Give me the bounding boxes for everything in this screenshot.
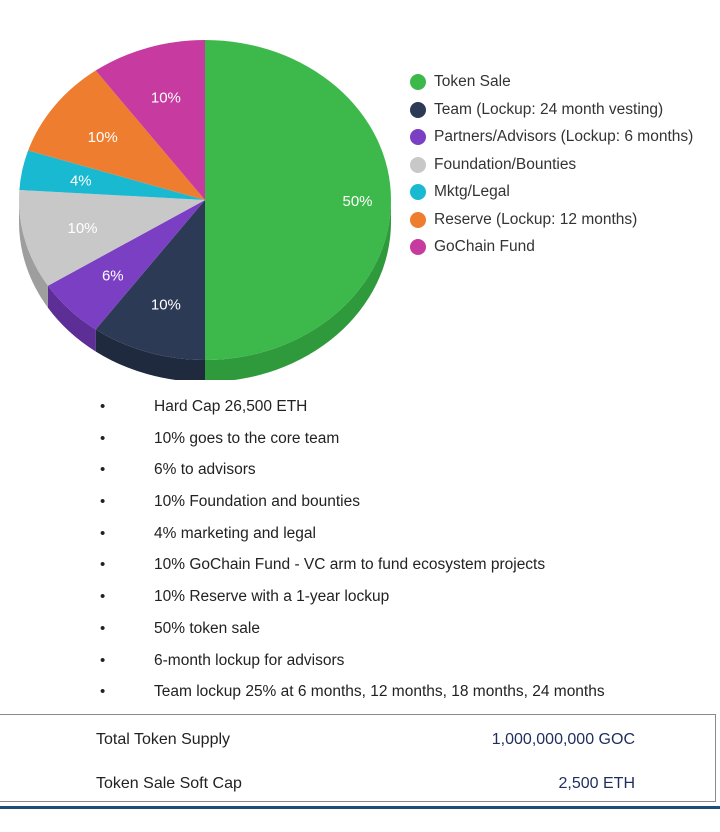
pie-side-foundation-bounties: [19, 200, 48, 308]
legend-label: Mktg/Legal: [434, 183, 510, 200]
bullet-item: 10% goes to the core team: [100, 427, 700, 459]
bullet-item: Hard Cap 26,500 ETH: [100, 395, 700, 427]
total-supply-value: 1,000,000,000 GOC: [491, 731, 635, 748]
bullet-item: 6% to advisors: [100, 458, 700, 490]
pie-slice-mktg-legal: [19, 150, 205, 200]
pie-data-label: 50%: [342, 193, 372, 210]
legend-item: Mktg/Legal: [408, 182, 708, 202]
pie-slice-foundation-bounties: [18, 189, 205, 286]
legend-item: Token Sale: [408, 72, 708, 92]
pie-slice-reserve-lockup-12-months: [28, 70, 206, 200]
token-supply-table: Total Token Supply 1,000,000,000 GOC Tok…: [0, 714, 716, 802]
legend-item: Team (Lockup: 24 month vesting): [408, 100, 708, 120]
total-supply-label: Total Token Supply: [96, 731, 231, 748]
bullet-item: 4% marketing and legal: [100, 522, 700, 554]
pie-side-partners-advisors-lockup-6-months: [47, 285, 96, 352]
pie-side-team-lockup-24-month-vesting: [95, 329, 205, 380]
bottom-divider: [0, 806, 720, 809]
bullet-item: 6-month lockup for advisors: [100, 649, 700, 681]
legend-swatch: [410, 239, 426, 255]
legend-label: Team (Lockup: 24 month vesting): [434, 100, 664, 118]
legend-label: Partners/Advisors (Lockup: 6 months): [434, 128, 694, 145]
bullet-item: 10% Foundation and bounties: [100, 490, 700, 522]
bullet-list: Hard Cap 26,500 ETH10% goes to the core …: [100, 395, 700, 712]
pie-slice-team-lockup-24-month-vesting: [95, 200, 205, 360]
legend-label: Reserve (Lockup: 12 months): [434, 210, 638, 228]
legend-label: Foundation/Bounties: [434, 155, 577, 173]
pie-data-label: 10%: [88, 129, 118, 146]
legend-item: Partners/Advisors (Lockup: 6 months): [408, 127, 708, 147]
chart-legend: Token Sale Team (Lockup: 24 month vesting…: [408, 72, 708, 265]
legend-swatch: [410, 101, 426, 118]
soft-cap-value: 2,500 ETH: [558, 775, 635, 792]
soft-cap-row: Token Sale Soft Cap 2,500 ETH: [96, 775, 635, 793]
total-supply-row: Total Token Supply 1,000,000,000 GOC: [96, 731, 635, 749]
legend-item: Foundation/Bounties: [408, 155, 708, 175]
legend-item: Reserve (Lockup: 12 months): [408, 210, 708, 230]
bullet-item: 10% Reserve with a 1-year lockup: [100, 585, 700, 617]
bullet-item: 50% token sale: [100, 617, 700, 649]
pie-slice-gochain-fund: [95, 40, 205, 200]
pie-data-label: 10%: [67, 220, 97, 237]
bullet-item: Team lockup 25% at 6 months, 12 months, …: [100, 680, 700, 712]
pie-slice-token-sale: [205, 40, 391, 360]
soft-cap-label: Token Sale Soft Cap: [96, 775, 242, 792]
pie-slice-partners-advisors-lockup-6-months: [47, 200, 206, 330]
pie-data-label: 4%: [70, 173, 92, 190]
legend-swatch: [410, 156, 426, 173]
legend-swatch: [410, 211, 426, 228]
pie-side-token-sale: [205, 200, 391, 380]
pie-chart: 50% 10% 6% 10% 4% 10% 10%: [18, 40, 391, 380]
legend-swatch: [410, 184, 426, 200]
pie-data-label: 6%: [102, 268, 124, 285]
legend-label: Token Sale: [434, 73, 511, 90]
pie-data-label: 10%: [151, 90, 181, 107]
legend-swatch: [410, 129, 426, 145]
pie-data-label: 10%: [151, 297, 181, 314]
legend-item: GoChain Fund: [408, 237, 708, 257]
legend-swatch: [410, 74, 426, 90]
legend-label: GoChain Fund: [434, 238, 535, 255]
bullet-item: 10% GoChain Fund - VC arm to fund ecosys…: [100, 553, 700, 585]
